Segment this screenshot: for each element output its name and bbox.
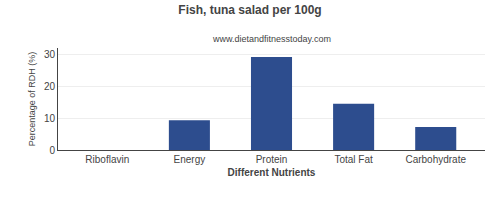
svg-text:30: 30 [44, 49, 56, 60]
svg-text:www.dietandfitnesstoday.com: www.dietandfitnesstoday.com [212, 34, 331, 44]
svg-text:Fish, tuna salad per 100g: Fish, tuna salad per 100g [178, 3, 321, 17]
svg-text:20: 20 [44, 81, 56, 92]
svg-text:Total Fat: Total Fat [334, 154, 373, 165]
svg-text:Carbohydrate: Carbohydrate [405, 154, 466, 165]
svg-text:Protein: Protein [256, 154, 288, 165]
svg-text:0: 0 [49, 145, 55, 156]
svg-text:Riboflavin: Riboflavin [85, 154, 129, 165]
svg-text:Different Nutrients: Different Nutrients [228, 167, 316, 178]
svg-text:Percentage of RDH (%): Percentage of RDH (%) [27, 52, 37, 147]
svg-text:10: 10 [44, 113, 56, 124]
svg-text:Energy: Energy [174, 154, 206, 165]
